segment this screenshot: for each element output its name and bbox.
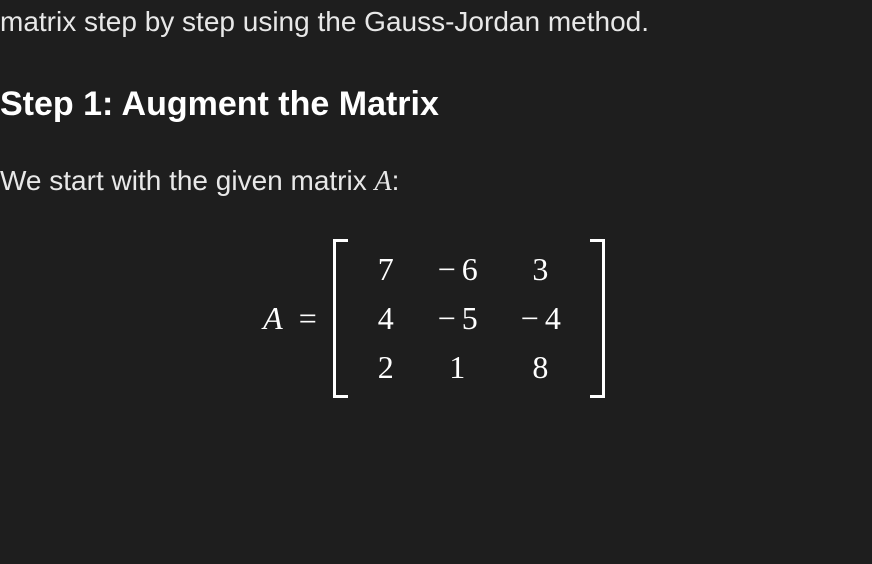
matrix-cell: 1	[416, 343, 499, 392]
matrix-cell: 2	[356, 343, 416, 392]
matrix-left-bracket	[333, 239, 348, 398]
subtext-prefix: We start with the given matrix	[0, 165, 375, 196]
equation-display: A = 7 − 6 3 4 − 5 − 4 2	[0, 239, 868, 398]
matrix-variable: A	[263, 300, 283, 336]
matrix-cell: 7	[356, 245, 416, 294]
intro-paragraph: matrix step by step using the Gauss-Jord…	[0, 0, 868, 45]
equation-inner: A = 7 − 6 3 4 − 5 − 4 2	[263, 239, 605, 398]
matrix-cell: 4	[356, 294, 416, 343]
matrix-cell: − 5	[416, 294, 499, 343]
matrix-right-bracket	[590, 239, 605, 398]
subtext-paragraph: We start with the given matrix A:	[0, 160, 868, 203]
document-fragment: matrix step by step using the Gauss-Jord…	[0, 0, 872, 398]
matrix-cell: − 4	[499, 294, 582, 343]
step-heading: Step 1: Augment the Matrix	[0, 85, 868, 124]
equation-lhs: A	[263, 300, 283, 337]
matrix-variable-inline: A	[375, 166, 392, 197]
matrix-cell: 8	[499, 343, 582, 392]
matrix-body: 7 − 6 3 4 − 5 − 4 2 1 8	[356, 245, 582, 392]
matrix-row: 2 1 8	[356, 343, 582, 392]
matrix-row: 7 − 6 3	[356, 245, 582, 294]
subtext-suffix: :	[392, 165, 400, 196]
matrix-cell: 3	[499, 245, 582, 294]
matrix-cell: − 6	[416, 245, 499, 294]
equals-sign: =	[299, 300, 317, 337]
matrix-row: 4 − 5 − 4	[356, 294, 582, 343]
matrix: 7 − 6 3 4 − 5 − 4 2 1 8	[333, 239, 605, 398]
